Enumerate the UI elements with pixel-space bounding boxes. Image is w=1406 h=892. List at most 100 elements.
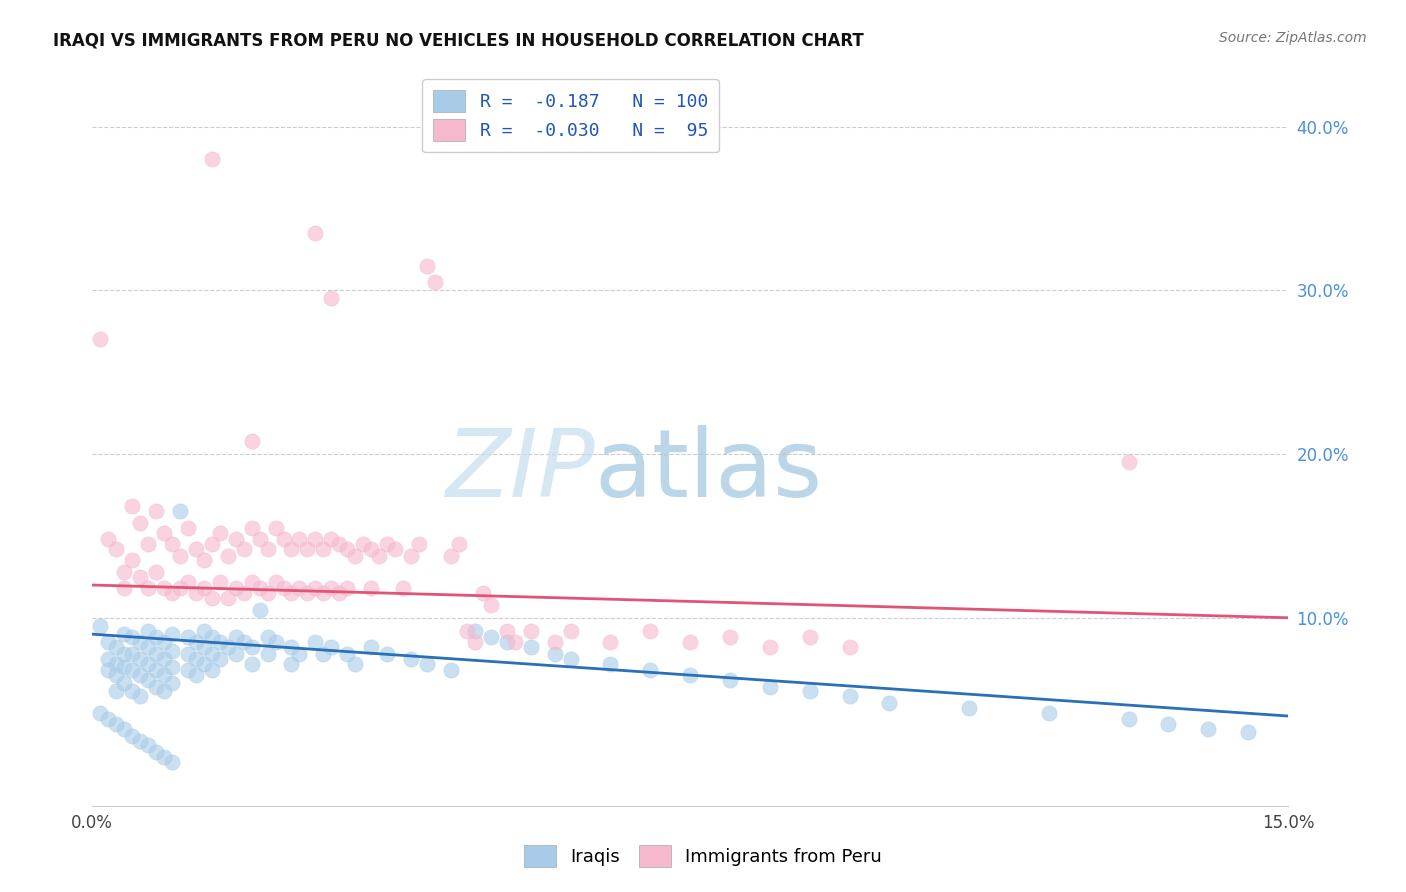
Point [177,647,200,661]
Point [495,635,517,649]
Point [129,668,152,682]
Point [519,640,541,655]
Point [440,663,463,677]
Point [638,663,661,677]
Point [136,739,159,753]
Point [328,537,350,551]
Point [201,591,224,606]
Point [153,525,176,540]
Point [321,640,343,655]
Point [184,586,207,600]
Point [129,733,152,747]
Point [360,640,382,655]
Point [201,153,224,167]
Point [225,582,247,596]
Point [169,504,191,518]
Point [160,586,183,600]
Point [249,532,271,546]
Point [89,333,111,347]
Point [105,717,128,731]
Point [136,657,159,671]
Point [121,553,143,567]
Point [328,586,350,600]
Point [344,657,367,671]
Point [232,541,254,556]
Point [177,631,200,645]
Point [112,722,135,736]
Point [336,541,359,556]
Point [232,586,254,600]
Point [280,640,302,655]
Point [957,701,980,715]
Point [399,651,422,665]
Point [312,647,335,661]
Point [169,582,191,596]
Point [208,635,231,649]
Point [560,624,582,638]
Point [375,537,398,551]
Point [201,647,224,661]
Point [121,729,143,743]
Point [280,657,302,671]
Point [838,640,860,655]
Point [225,532,247,546]
Point [145,745,167,759]
Point [479,631,502,645]
Point [679,668,702,682]
Point [129,516,152,530]
Point [519,624,541,638]
Point [368,549,391,563]
Point [201,631,224,645]
Point [97,635,120,649]
Point [153,684,176,698]
Point [201,663,224,677]
Text: Source: ZipAtlas.com: Source: ZipAtlas.com [1219,31,1367,45]
Point [145,680,167,694]
Point [105,541,128,556]
Point [543,647,565,661]
Point [153,750,176,764]
Point [304,582,326,596]
Point [249,602,271,616]
Point [336,647,359,661]
Point [392,582,415,596]
Point [273,532,295,546]
Point [240,640,263,655]
Point [312,541,335,556]
Point [759,640,782,655]
Point [1118,455,1140,469]
Point [105,640,128,655]
Point [416,259,439,273]
Point [89,706,111,720]
Point [112,676,135,690]
Point [599,657,621,671]
Point [471,586,494,600]
Point [759,680,782,694]
Point [121,500,143,514]
Point [232,635,254,649]
Point [408,537,430,551]
Point [225,647,247,661]
Point [1038,706,1060,720]
Point [297,586,319,600]
Point [112,565,135,579]
Point [240,434,263,448]
Point [177,521,200,535]
Point [297,541,319,556]
Point [503,635,526,649]
Point [160,537,183,551]
Legend: Iraqis, Immigrants from Peru: Iraqis, Immigrants from Peru [516,838,890,874]
Text: atlas: atlas [595,425,823,516]
Point [97,712,120,726]
Point [160,755,183,769]
Point [112,647,135,661]
Point [208,651,231,665]
Point [321,292,343,306]
Legend: R =  -0.187   N = 100, R =  -0.030   N =  95: R = -0.187 N = 100, R = -0.030 N = 95 [422,79,718,153]
Point [264,635,287,649]
Point [177,663,200,677]
Point [599,635,621,649]
Point [256,541,278,556]
Point [312,586,335,600]
Point [423,275,446,289]
